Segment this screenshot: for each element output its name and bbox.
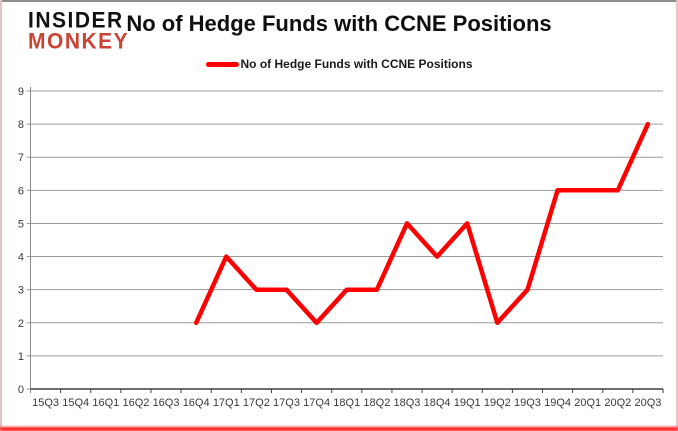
legend: No of Hedge Funds with CCNE Positions: [0, 56, 678, 72]
x-tick-label: 18Q1: [333, 397, 360, 409]
series-line: [193, 121, 651, 326]
y-tick-label: 5: [18, 218, 24, 230]
x-tick-label: 18Q2: [363, 397, 390, 409]
x-tick-label: 19Q2: [484, 397, 511, 409]
x-tick-label: 18Q4: [424, 397, 451, 409]
gridlines: [30, 90, 663, 357]
x-tick-label: 19Q4: [544, 397, 571, 409]
x-tick-label: 20Q1: [574, 397, 601, 409]
logo-text-monkey: MONKEY: [28, 29, 130, 54]
frame-left-border: [0, 0, 2, 431]
y-tick-label: 2: [18, 318, 24, 330]
frame-top-border: [0, 0, 678, 2]
y-tick-label: 0: [18, 384, 24, 396]
axis-ticks: [26, 90, 664, 393]
x-tick-label: 20Q3: [634, 397, 661, 409]
y-tick-label: 7: [18, 152, 24, 164]
y-tick-label: 9: [18, 86, 24, 98]
x-tick-label: 18Q3: [394, 397, 421, 409]
logo-text-insider: INSIDER: [28, 8, 124, 33]
legend-label: No of Hedge Funds with CCNE Positions: [240, 57, 473, 71]
x-tick-label: 17Q2: [243, 397, 270, 409]
x-tick-label: 17Q3: [273, 397, 300, 409]
x-tick-label: 15Q3: [32, 397, 59, 409]
x-tick-label: 16Q2: [122, 397, 149, 409]
y-tick-label: 8: [18, 119, 24, 131]
x-tick-label: 15Q4: [62, 397, 89, 409]
y-tick-label: 3: [18, 285, 24, 297]
insider-monkey-logo: INSIDER MONKEY: [28, 8, 130, 54]
x-tick-label: 16Q4: [183, 397, 210, 409]
x-axis-tick-labels: 15Q3 15Q4 16Q1 16Q2 16Q3 16Q4 17Q1 17Q2 17Q3 17Q4…: [32, 397, 661, 409]
y-tick-label: 6: [18, 185, 24, 197]
x-tick-label: 16Q1: [92, 397, 119, 409]
y-axis-tick-labels: 0 1 2 3 4 5 6 7 8 9: [18, 86, 24, 396]
y-tick-label: 4: [18, 252, 24, 264]
y-tick-label: 1: [18, 351, 24, 363]
frame-right-border: [676, 0, 678, 431]
x-tick-label: 20Q2: [604, 397, 631, 409]
chart-title: No of Hedge Funds with CCNE Positions: [126, 11, 552, 36]
axes: [30, 87, 663, 393]
x-tick-label: 17Q4: [303, 397, 330, 409]
x-tick-label: 17Q1: [213, 397, 240, 409]
x-tick-label: 19Q3: [514, 397, 541, 409]
legend-line-swatch: [205, 61, 239, 67]
frame-bottom-glow: [0, 427, 678, 431]
x-tick-label: 16Q3: [153, 397, 180, 409]
x-tick-label: 19Q1: [454, 397, 481, 409]
